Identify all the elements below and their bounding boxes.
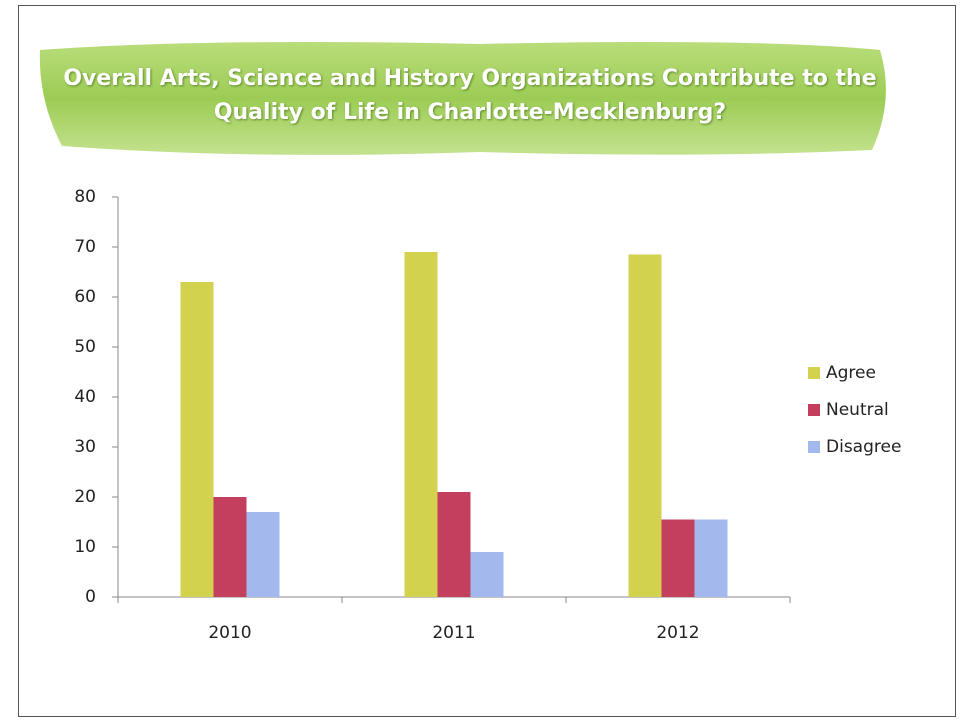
y-tick-label: 70 xyxy=(74,237,96,257)
y-tick-label: 10 xyxy=(74,537,96,557)
bar xyxy=(246,512,280,597)
legend-swatch xyxy=(808,441,820,453)
x-tick-label: 2012 xyxy=(656,623,699,643)
legend-swatch xyxy=(808,367,820,379)
bar xyxy=(470,552,504,597)
bar xyxy=(213,497,247,597)
y-tick-label: 80 xyxy=(74,187,96,207)
y-tick-label: 20 xyxy=(74,487,96,507)
bar xyxy=(694,519,728,597)
x-tick-label: 2011 xyxy=(432,623,475,643)
bar xyxy=(437,492,471,597)
chart-title: Overall Arts, Science and History Organi… xyxy=(63,66,877,125)
y-tick-label: 30 xyxy=(74,437,96,457)
bar xyxy=(661,519,695,597)
legend-label: Agree xyxy=(826,363,876,383)
legend-label: Neutral xyxy=(826,400,889,420)
y-tick-label: 40 xyxy=(74,387,96,407)
legend-swatch xyxy=(808,404,820,416)
bar xyxy=(628,254,662,597)
legend-label: Disagree xyxy=(826,437,901,457)
y-tick-label: 60 xyxy=(74,287,96,307)
bar xyxy=(180,282,214,597)
y-tick-label: 50 xyxy=(74,337,96,357)
bar xyxy=(404,252,438,597)
y-tick-label: 0 xyxy=(85,587,96,607)
slide-frame xyxy=(18,5,956,717)
title-banner xyxy=(39,42,886,155)
x-tick-label: 2010 xyxy=(208,623,251,643)
